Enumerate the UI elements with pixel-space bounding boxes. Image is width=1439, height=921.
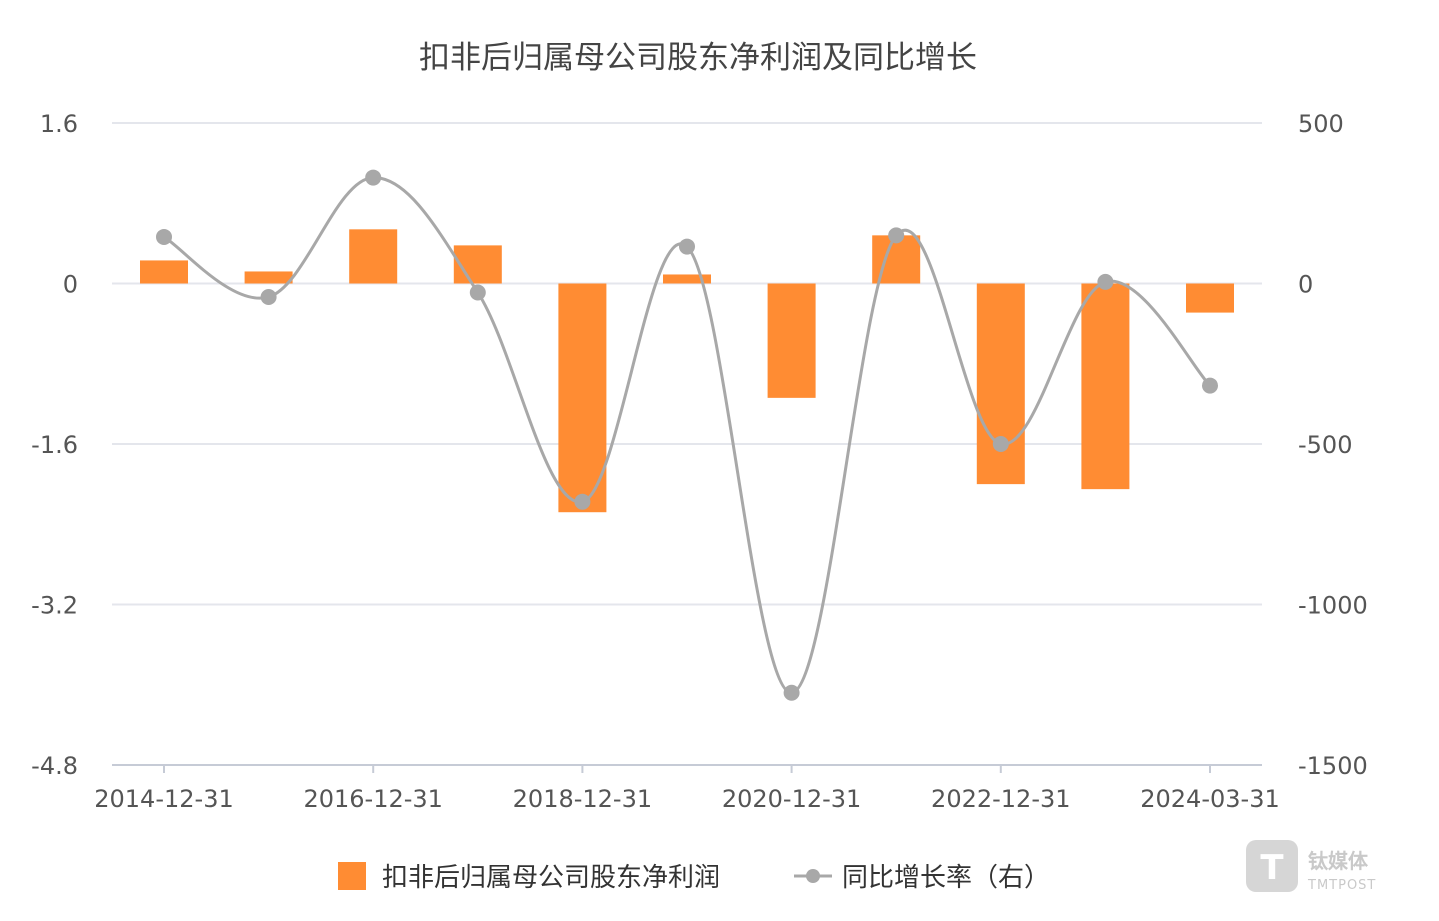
- line-point: [574, 493, 591, 510]
- bar: [663, 274, 711, 284]
- left-y-axis: 1.6 0 -1.6 -3.2 -4.8: [31, 110, 78, 780]
- bar: [1081, 283, 1130, 490]
- bar: [453, 245, 502, 284]
- line-point: [1097, 273, 1114, 290]
- bar: [1186, 283, 1234, 313]
- left-y-tick-label: -3.2: [31, 592, 78, 620]
- right-y-tick-label: 0: [1298, 271, 1313, 299]
- x-tick-label: 2020-12-31: [722, 785, 861, 813]
- line-point: [783, 684, 800, 701]
- right-y-axis: 500 0 -500 -1000 -1500: [1298, 110, 1368, 780]
- bar: [244, 271, 293, 284]
- line-point: [260, 288, 277, 305]
- legend-bar-label: 扣非后归属母公司股东净利润: [382, 863, 720, 893]
- watermark-sub: TMTPOST: [1307, 878, 1376, 893]
- x-tick-label: 2014-12-31: [94, 785, 233, 813]
- line-point: [469, 284, 486, 301]
- left-y-tick-label: 0: [63, 271, 78, 299]
- bar: [140, 260, 188, 284]
- watermark-logo-glyph: T: [1260, 848, 1284, 888]
- x-axis: 2014-12-31 2016-12-31 2018-12-31 2020-12-31…: [94, 764, 1280, 813]
- bar: [767, 283, 816, 398]
- watermark-name: 钛媒体: [1308, 849, 1369, 873]
- line-point: [156, 228, 172, 245]
- line-point: [1202, 377, 1218, 394]
- x-tick-label: 2018-12-31: [513, 785, 652, 813]
- left-y-tick-label: -1.6: [31, 431, 78, 459]
- line-series: [156, 169, 1218, 701]
- bar-series: [140, 229, 1234, 513]
- left-y-tick-label: 1.6: [40, 110, 78, 138]
- legend-bar-swatch: [338, 862, 366, 890]
- legend[interactable]: 扣非后归属母公司股东净利润 同比增长率（右）: [338, 862, 1050, 893]
- right-y-tick-label: -1000: [1298, 592, 1368, 620]
- right-y-tick-label: -500: [1298, 431, 1352, 459]
- growth-rate-line: [163, 176, 1212, 695]
- x-tick-label: 2024-03-31: [1140, 785, 1279, 813]
- x-tick-label: 2016-12-31: [303, 785, 442, 813]
- line-point: [365, 169, 382, 186]
- right-y-tick-label: 500: [1298, 110, 1344, 138]
- watermark: T 钛媒体 TMTPOST: [1246, 840, 1376, 893]
- left-y-tick-label: -4.8: [31, 752, 78, 780]
- right-y-tick-label: -1500: [1298, 752, 1368, 780]
- bar: [976, 283, 1025, 485]
- x-tick-label: 2022-12-31: [931, 785, 1070, 813]
- legend-line-marker: [806, 869, 820, 883]
- watermark-logo-icon: [1246, 840, 1298, 892]
- bar: [558, 283, 607, 513]
- chart-title: 扣非后归属母公司股东净利润及同比增长: [419, 40, 977, 76]
- line-point: [888, 227, 905, 244]
- bar: [349, 229, 398, 284]
- legend-line-label: 同比增长率（右）: [842, 863, 1050, 893]
- line-point: [679, 238, 695, 255]
- line-point: [992, 436, 1009, 452]
